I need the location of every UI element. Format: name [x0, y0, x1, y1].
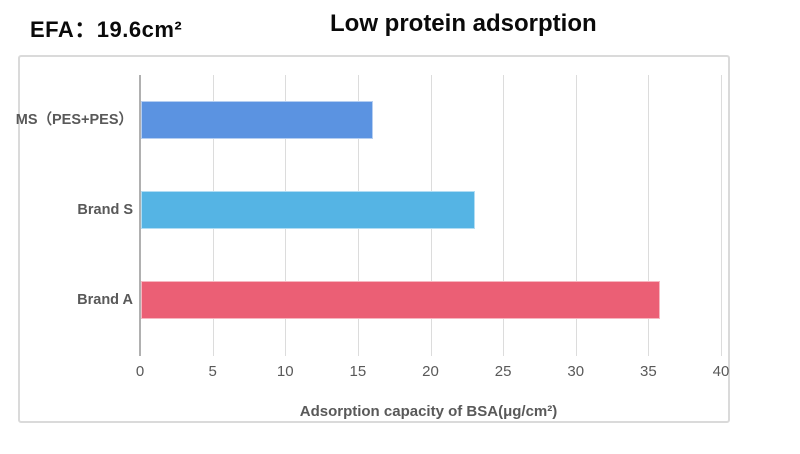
gridline [575, 75, 577, 356]
x-tick-label: 30 [567, 363, 585, 380]
x-tick-label: 40 [712, 363, 730, 380]
efa-area-label: EFA：19.6cm² [30, 17, 183, 42]
bar [141, 101, 374, 139]
chart-panel: 0 5 10 15 20 25 30 35 40 MS（PES+PES） Brand S Brand … [16, 55, 730, 423]
x-tick-label: 0 [135, 363, 145, 380]
x-tick-label: 15 [349, 363, 367, 380]
chart-title: Low protein adsorption [330, 10, 597, 37]
x-axis-title: Adsorption capacity of BSA(μg/cm²) [299, 403, 558, 420]
x-tick-label: 10 [276, 363, 294, 380]
x-tick-label: 25 [494, 363, 512, 380]
gridline [503, 75, 505, 356]
x-tick-label: 35 [640, 363, 657, 380]
gridline [648, 75, 650, 356]
bar [141, 281, 660, 319]
category-label: MS（PES+PES） [15, 112, 133, 128]
y-axis-line [139, 75, 141, 356]
x-tick-label: 5 [208, 363, 217, 380]
gridline [721, 75, 722, 356]
x-tick-label: 20 [422, 363, 439, 380]
plot-area: 0 5 10 15 20 25 30 35 40 MS（PES+PES） Brand S Brand … [16, 75, 729, 380]
category-label: Brand S [77, 202, 133, 218]
category-label: Brand A [77, 292, 133, 308]
bar [141, 191, 476, 229]
